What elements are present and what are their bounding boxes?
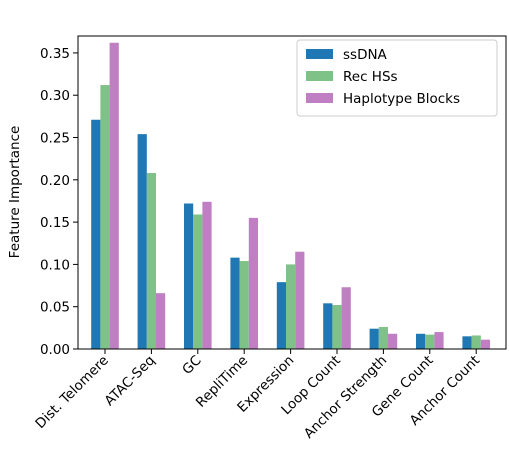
- bar-ssdna-8: [462, 336, 472, 349]
- bar-ssdna-7: [416, 333, 426, 349]
- y-axis: 0.00 0.05 0.10 0.15 0.20 0.25 0.30 0.35: [40, 46, 78, 358]
- bar-haplotype-blocks-5: [341, 287, 351, 349]
- x-tick-label: Dist. Telomere: [32, 353, 111, 432]
- bar-haplotype-blocks-2: [202, 201, 212, 349]
- legend-swatch: [306, 93, 333, 103]
- legend-label: Haplotype Blocks: [343, 91, 460, 107]
- bar-rec-hss-2: [193, 214, 203, 349]
- x-tick-label: GC: [179, 353, 204, 378]
- bar-rec-hss-8: [471, 335, 481, 349]
- bar-rec-hss-0: [100, 85, 110, 349]
- bar-haplotype-blocks-8: [480, 339, 490, 349]
- y-tick-label: 0.20: [40, 173, 70, 189]
- bar-ssdna-0: [91, 119, 101, 349]
- y-tick-label: 0.10: [40, 257, 70, 273]
- y-tick-label: 0.05: [40, 300, 70, 316]
- bar-ssdna-1: [137, 134, 147, 349]
- legend-swatch: [306, 49, 333, 59]
- bar-ssdna-6: [369, 328, 379, 349]
- bar-ssdna-4: [276, 282, 286, 349]
- y-tick-label: 0.35: [40, 46, 70, 62]
- bar-rec-hss-6: [378, 327, 388, 349]
- legend-swatch: [306, 71, 333, 81]
- bar-haplotype-blocks-4: [295, 251, 305, 349]
- bar-ssdna-3: [230, 257, 240, 349]
- bar-rec-hss-1: [146, 173, 156, 349]
- legend-label: ssDNA: [343, 47, 388, 63]
- bar-haplotype-blocks-0: [109, 42, 119, 350]
- legend: ssDNA Rec HSs Haplotype Blocks: [296, 39, 498, 117]
- bar-ssdna-2: [184, 203, 194, 349]
- x-tick-label: ATAC-Seq: [102, 353, 159, 410]
- legend-box: [296, 39, 498, 117]
- y-tick-label: 0.30: [40, 88, 70, 104]
- y-tick-label: 0.00: [40, 342, 70, 358]
- bar-rec-hss-3: [239, 261, 249, 349]
- x-tick-label: Anchor Strength: [301, 353, 390, 442]
- bar-haplotype-blocks-1: [156, 293, 166, 349]
- y-axis-label: Feature Importance: [7, 126, 23, 259]
- bar-rec-hss-4: [286, 264, 296, 349]
- bar-rec-hss-5: [332, 305, 342, 349]
- bar-ssdna-5: [323, 303, 333, 349]
- y-tick-label: 0.25: [40, 131, 70, 147]
- bar-haplotype-blocks-7: [434, 332, 444, 349]
- bar-haplotype-blocks-6: [388, 333, 398, 349]
- bar-haplotype-blocks-3: [248, 217, 258, 349]
- y-tick-label: 0.15: [40, 215, 70, 231]
- legend-label: Rec HSs: [343, 69, 398, 85]
- plot-frame: [77, 35, 507, 350]
- bars-group: [91, 42, 490, 350]
- bar-rec-hss-7: [425, 334, 435, 349]
